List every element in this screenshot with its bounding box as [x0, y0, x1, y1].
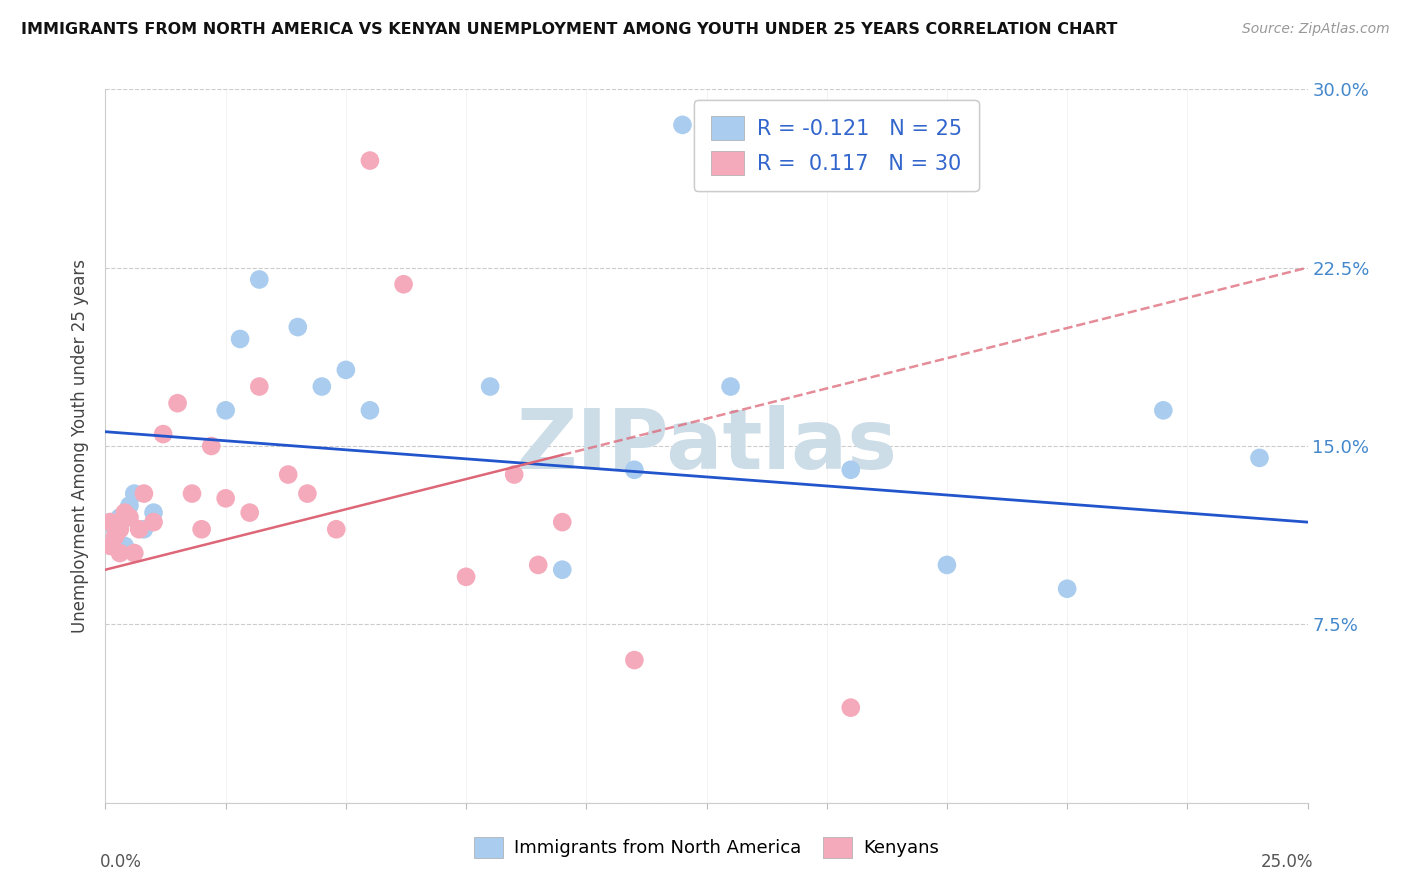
Text: ZIPatlas: ZIPatlas: [516, 406, 897, 486]
Point: [325, 522, 347, 536]
Point: [479, 379, 502, 393]
Point: [527, 558, 550, 572]
Point: [229, 332, 252, 346]
Point: [671, 118, 693, 132]
Point: [114, 506, 136, 520]
Point: [551, 563, 574, 577]
Point: [1249, 450, 1271, 465]
Point: [128, 522, 150, 536]
Point: [623, 653, 645, 667]
Text: 0.0%: 0.0%: [100, 853, 142, 871]
Point: [142, 506, 165, 520]
Point: [98, 515, 121, 529]
Point: [839, 700, 862, 714]
Legend: R = -0.121   N = 25, R =  0.117   N = 30: R = -0.121 N = 25, R = 0.117 N = 30: [695, 100, 979, 192]
Y-axis label: Unemployment Among Youth under 25 years: Unemployment Among Youth under 25 years: [72, 259, 90, 633]
Point: [247, 272, 270, 286]
Point: [104, 529, 127, 543]
Point: [200, 439, 222, 453]
Point: [104, 522, 127, 536]
Point: [720, 379, 742, 393]
Point: [214, 403, 236, 417]
Point: [839, 463, 862, 477]
Point: [108, 522, 131, 536]
Point: [108, 510, 131, 524]
Point: [277, 467, 299, 482]
Point: [1056, 582, 1078, 596]
Point: [132, 486, 155, 500]
Point: [214, 491, 236, 506]
Text: IMMIGRANTS FROM NORTH AMERICA VS KENYAN UNEMPLOYMENT AMONG YOUTH UNDER 25 YEARS : IMMIGRANTS FROM NORTH AMERICA VS KENYAN …: [21, 22, 1118, 37]
Point: [623, 463, 645, 477]
Point: [936, 558, 959, 572]
Text: 25.0%: 25.0%: [1261, 853, 1313, 871]
Point: [190, 522, 212, 536]
Point: [98, 539, 121, 553]
Point: [98, 515, 121, 529]
Point: [118, 510, 141, 524]
Point: [114, 539, 136, 553]
Point: [247, 379, 270, 393]
Point: [1152, 403, 1174, 417]
Point: [287, 320, 309, 334]
Point: [359, 403, 381, 417]
Point: [335, 363, 357, 377]
Point: [503, 467, 526, 482]
Point: [108, 546, 131, 560]
Point: [454, 570, 477, 584]
Point: [239, 506, 262, 520]
Point: [181, 486, 204, 500]
Point: [392, 277, 415, 292]
Point: [359, 153, 381, 168]
Point: [551, 515, 574, 529]
Point: [142, 515, 165, 529]
Point: [124, 546, 146, 560]
Point: [124, 486, 146, 500]
Point: [132, 522, 155, 536]
Point: [166, 396, 188, 410]
Point: [118, 499, 141, 513]
Point: [311, 379, 333, 393]
Point: [152, 427, 174, 442]
Text: Source: ZipAtlas.com: Source: ZipAtlas.com: [1241, 22, 1389, 37]
Point: [297, 486, 319, 500]
